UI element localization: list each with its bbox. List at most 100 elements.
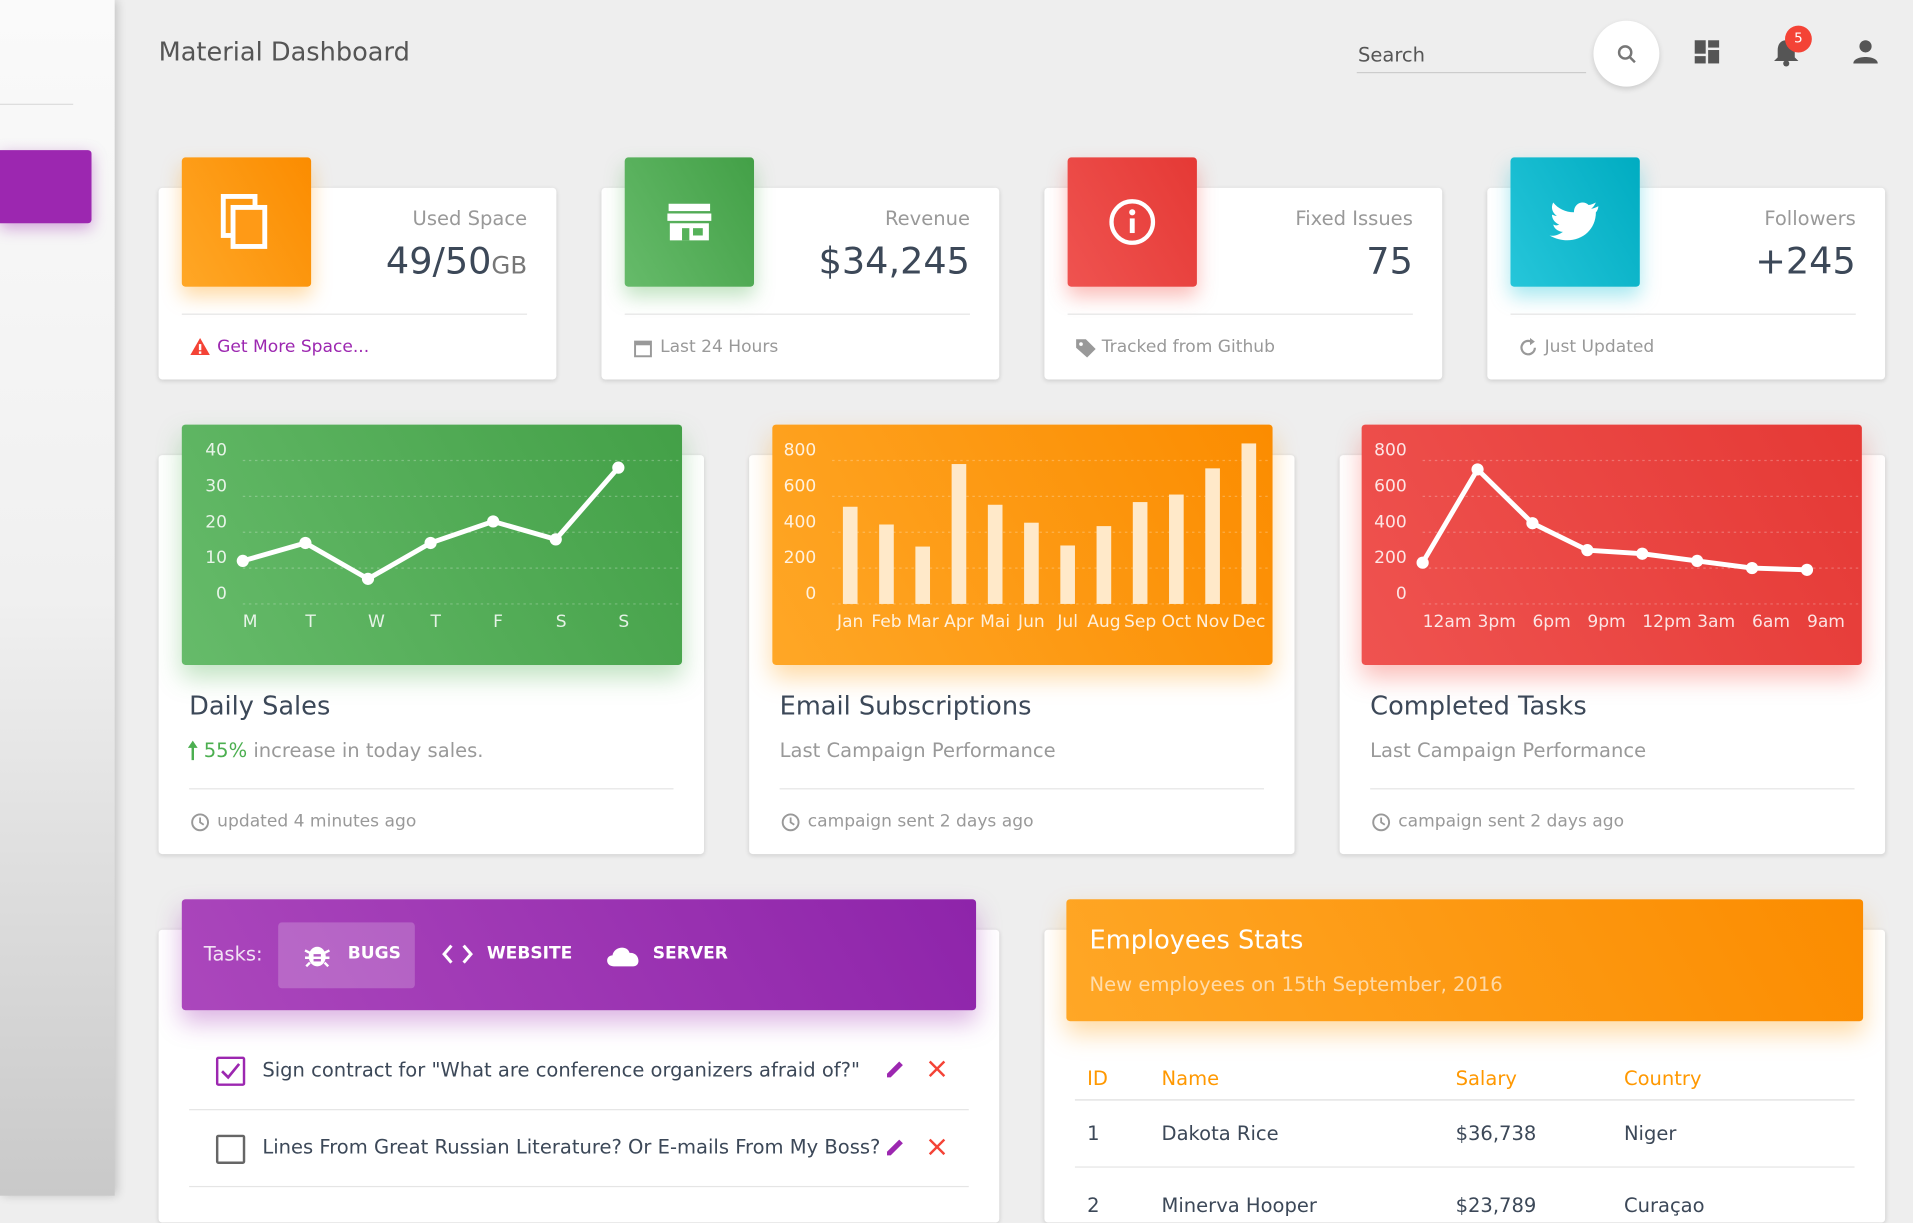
remove-button[interactable] [926,1136,948,1158]
stat-label: Followers [1764,206,1856,230]
divider [1074,1099,1855,1101]
point [1800,563,1814,576]
divider [189,788,674,790]
stat-value: +245 [1755,240,1856,284]
point [1581,544,1594,557]
chart-footer: updated 4 minutes ago [217,812,417,832]
bar [1241,443,1257,604]
x-tick-label: Feb [871,612,901,632]
point [1416,556,1429,569]
chart-subtitle: 55% increase in today sales. [204,739,484,762]
point [1745,561,1759,575]
x-tick-label: W [368,612,385,632]
stat-footer: Tracked from Github [1101,337,1275,358]
search-button[interactable] [1593,20,1660,87]
y-tick-label: 600 [784,476,817,496]
line [1420,466,1808,573]
sidebar-divider [0,103,74,105]
dashboard-icon[interactable] [1693,39,1720,66]
bar [1024,522,1039,604]
tag-icon [1076,339,1096,358]
table-header: Salary [1455,1066,1517,1091]
y-tick-label: 10 [205,548,227,568]
info-icon [1109,199,1156,245]
x-tick-label: 6am [1752,612,1790,632]
point [487,515,500,528]
table-cell: 1 [1087,1121,1100,1145]
checkbox[interactable] [215,1134,246,1164]
tab[interactable]: SERVER [652,943,728,964]
bar [951,464,967,604]
chart-footer: campaign sent 2 days ago [1398,812,1625,832]
bar [842,506,858,604]
search-icon [1617,45,1636,64]
stat-number: 49/50 [385,240,492,284]
bar [1169,494,1184,604]
x-tick-label: S [618,612,629,632]
point [1691,554,1704,568]
x-tick-label: F [493,612,503,632]
x-tick-label: 9pm [1587,612,1625,632]
search-input[interactable]: Search [1357,43,1426,67]
x-tick-label: T [430,612,442,632]
point [549,533,562,546]
table-header: Country [1623,1066,1702,1091]
edit-button[interactable] [883,1135,907,1159]
edit-button[interactable] [883,1057,907,1081]
bar [1060,545,1075,604]
active-nav-item[interactable] [0,150,92,224]
twitter-icon [1549,202,1599,241]
page-title: Material Dashboard [158,37,410,67]
point [612,461,625,474]
table-cell: $23,789 [1455,1193,1537,1217]
employees-title: Employees Stats [1089,925,1304,955]
bar [987,504,1003,604]
profile-icon[interactable] [1852,39,1879,66]
chart: 0 10 20 30 40 M T W T F S S [205,441,680,632]
x-tick-label: Jul [1056,612,1078,632]
y-tick-label: 800 [1374,441,1407,461]
stat-footer: Last 24 Hours [660,337,779,358]
line [242,466,621,582]
chart: 0 200 400 600 800 12am 3pm 6pm 9pm 12pm 3am 6am 9am [1374,441,1860,632]
x-tick-label: Mai [980,612,1010,632]
y-tick-label: 40 [205,441,227,461]
x-tick-label: Jun [1017,612,1045,632]
x-tick-label: Oct [1162,612,1192,632]
y-tick-label: 0 [805,584,816,604]
clock-icon [191,813,210,832]
x-tick-label: Aug [1087,612,1120,632]
calendar-icon [634,340,652,358]
table-header: ID [1087,1066,1108,1091]
stat-label: Revenue [884,206,970,230]
divider [1510,313,1856,315]
stat-footer-link[interactable]: Get More Space... [217,337,370,358]
chart-header: 0 200 400 600 800 12am 3pm 6pm 9pm 12pm 3am 6am 9am [1361,424,1862,665]
checkbox[interactable] [215,1056,246,1086]
tab[interactable]: WEBSITE [486,943,573,964]
chart-footer: campaign sent 2 days ago [807,812,1034,832]
stat-unit: GB [491,250,528,280]
y-tick-label: 0 [1396,584,1407,604]
stat-label: Used Space [412,206,528,230]
chart: 0 200 400 600 800 Jan Feb Mar Apr Mai Jun Jul Aug Sep… [784,441,1271,632]
chart-subtitle: Last Campaign Performance [1370,738,1647,762]
chart-subtitle: Last Campaign Performance [779,738,1056,762]
clock-icon [781,813,800,832]
stat-icon-box [624,157,755,287]
point [236,554,249,568]
cloud-icon [607,947,639,967]
tab-active[interactable] [278,922,415,989]
tasks-label: Tasks: [203,942,263,966]
tab[interactable]: BUGS [347,943,401,964]
stat-label: Fixed Issues [1295,206,1413,230]
bug-icon [304,946,330,968]
stat-icon-box [1510,157,1640,287]
copy-icon [220,193,268,249]
bar [1205,468,1220,604]
chart-header: 0 200 400 600 800 Jan Feb Mar Apr Mai Jun Jul Aug Sep… [772,424,1273,665]
stat-value: 49/50GB [386,240,527,284]
remove-button[interactable] [926,1058,948,1080]
